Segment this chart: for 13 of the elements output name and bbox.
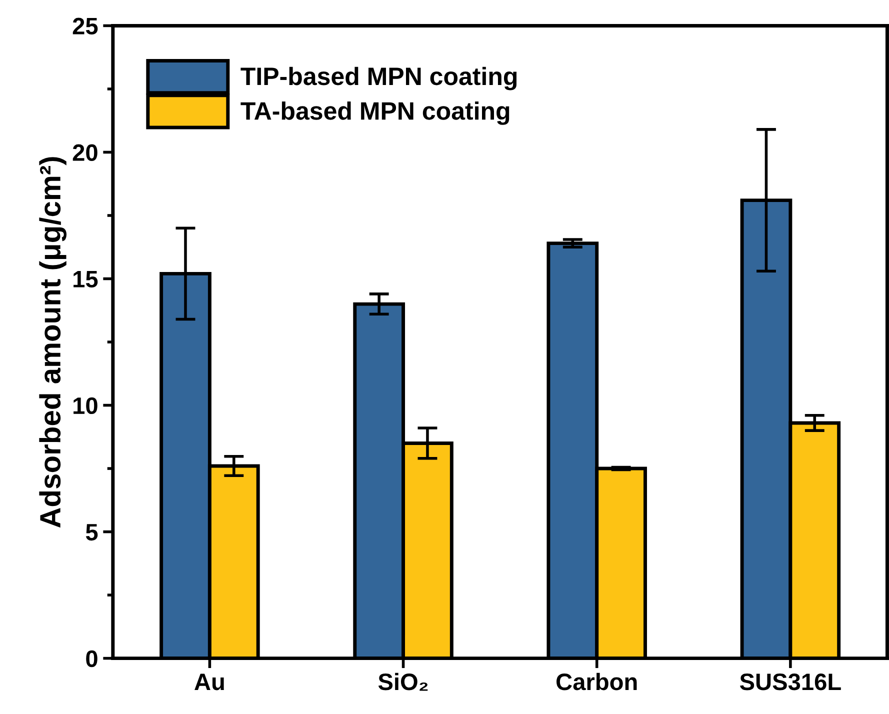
x-tick-label: SiO₂ (378, 672, 428, 691)
x-tick-label: Carbon (556, 672, 637, 690)
y-tick-label: 5 (86, 524, 98, 541)
x-tick-label: SUS316L (740, 674, 841, 690)
legend-label: TA-based MPN coating (240, 101, 510, 125)
y-tick-label: 15 (74, 271, 98, 288)
y-tick-label: 0 (86, 650, 98, 668)
y-tick-label: 25 (72, 18, 98, 34)
legend-label: TIP-based MPN coating (240, 66, 517, 90)
y-axis-title: Adsorbed amount (μg/cm²) (39, 157, 67, 528)
y-tick-label: 20 (72, 144, 98, 162)
y-tick-label: 10 (74, 397, 98, 414)
x-tick-label: Au (194, 674, 224, 690)
